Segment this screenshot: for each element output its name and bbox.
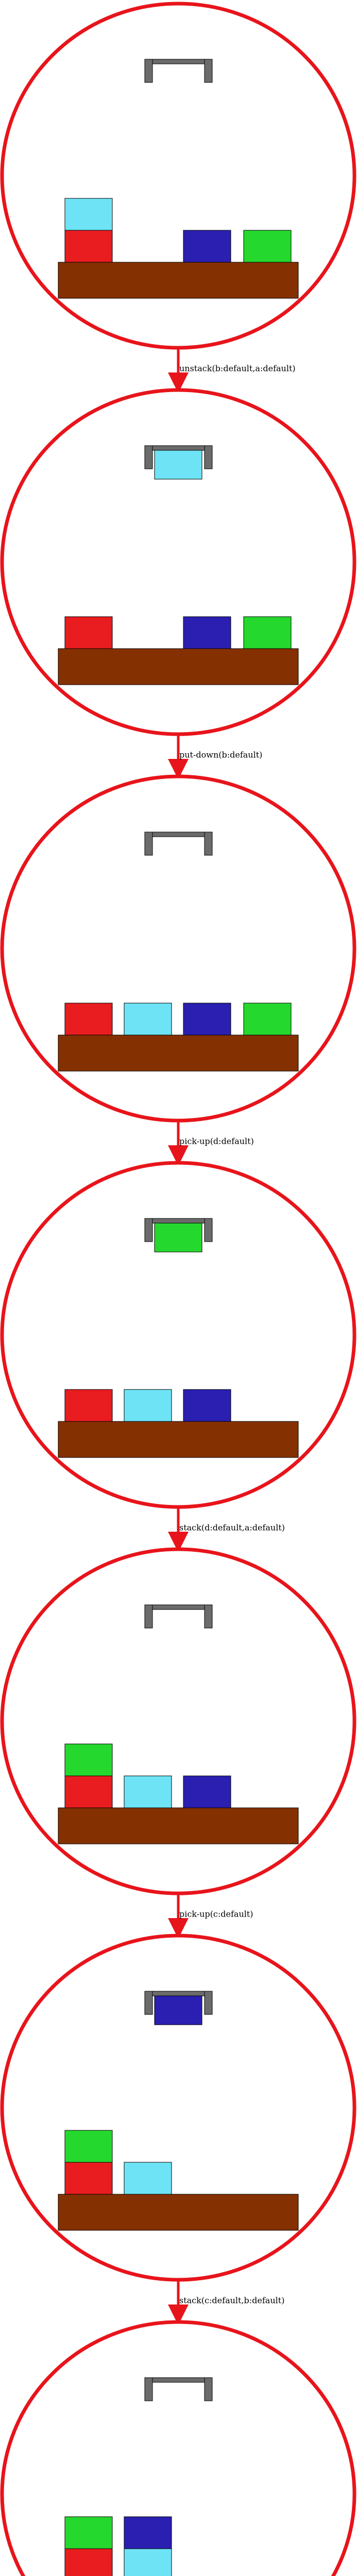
gripper [144,445,213,469]
block-c [183,1003,231,1036]
block-d [243,616,292,649]
action-label-5: pick-up(c:default) [179,1909,253,1919]
block-b [124,2548,172,2576]
held-block-b [154,450,202,480]
state-7 [0,2320,356,2576]
block-c [183,1775,231,1808]
state-2 [0,388,356,736]
block-b [124,1389,172,1422]
gripper [144,2377,213,2401]
action-label-1: unstack(b:default,a:default) [179,364,296,374]
table [58,1807,299,1844]
action-label-3: pick-up(d:default) [179,1137,254,1146]
state-frame [0,2320,356,2576]
block-c [124,2516,172,2549]
block-d [64,1743,113,1776]
state-4 [0,1161,356,1509]
held-block-d [154,1223,202,1252]
table [58,262,299,299]
block-d [243,230,292,263]
gripper [144,1991,213,2015]
gripper [144,59,213,83]
action-label-6: stack(c:default,b:default) [179,2296,284,2306]
block-d [64,2130,113,2163]
block-a [64,2162,113,2195]
table [58,1035,299,1072]
held-block-c [154,1995,202,2025]
block-d [64,2516,113,2549]
block-a [64,1775,113,1808]
state-5 [0,1547,356,1895]
state-3 [0,774,356,1123]
gripper [144,1604,213,1629]
block-a [64,616,113,649]
gripper [144,832,213,856]
block-b [64,198,113,231]
state-6 [0,1934,356,2282]
state-1 [0,2,356,350]
block-a [64,1389,113,1422]
block-a [64,230,113,263]
table [58,2194,299,2231]
table [58,1421,299,1458]
table [58,648,299,685]
block-c [183,1389,231,1422]
block-c [183,230,231,263]
block-b [124,2162,172,2195]
gripper [144,1218,213,1242]
action-label-2: put-down(b:default) [179,750,262,760]
block-b [124,1003,172,1036]
block-c [183,616,231,649]
action-label-4: stack(d:default,a:default) [179,1523,285,1533]
block-a [64,1003,113,1036]
block-b [124,1775,172,1808]
block-a [64,2548,113,2576]
block-d [243,1003,292,1036]
